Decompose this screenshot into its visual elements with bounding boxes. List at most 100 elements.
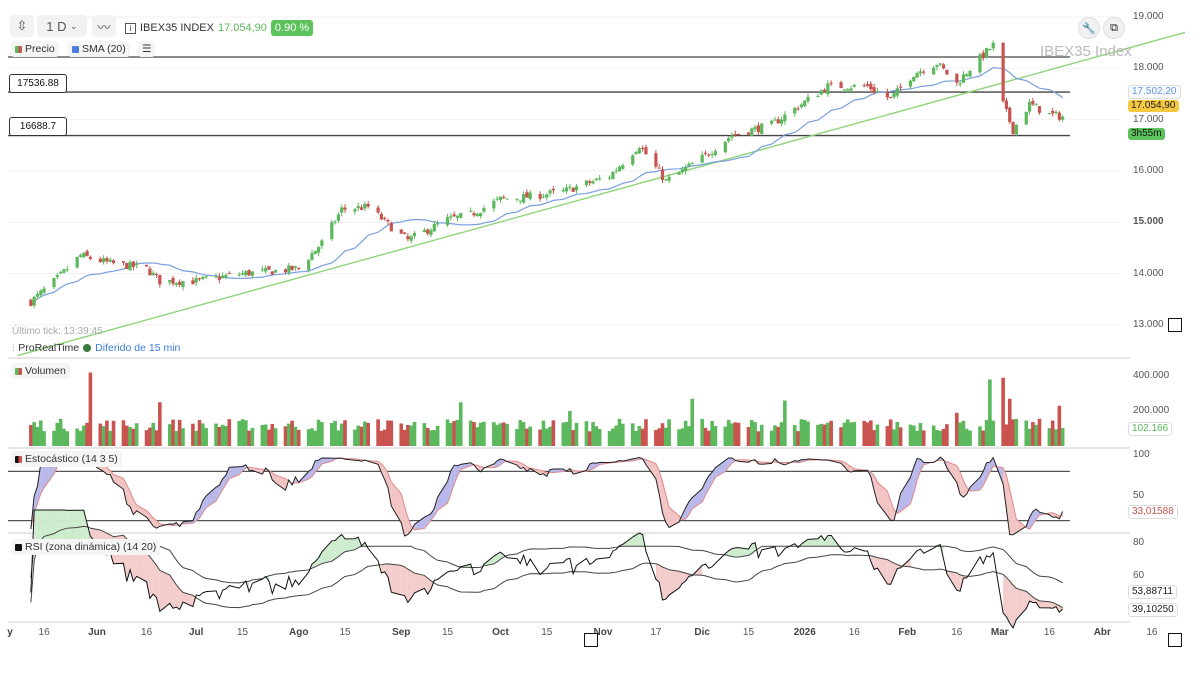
rsi-overbought-fill: [632, 534, 637, 547]
volume-bar: [1054, 429, 1058, 446]
scroll-toggle-button[interactable]: ⇳: [10, 15, 34, 37]
volume-bar: [885, 426, 890, 446]
volume-bar: [81, 425, 86, 446]
volume-bar: [783, 400, 787, 446]
rsi-oversold-fill: [414, 573, 425, 593]
candle: [191, 280, 195, 285]
stochastic-fill: [318, 457, 322, 469]
candle: [505, 198, 509, 200]
candle: [250, 271, 255, 276]
volume-bar: [1057, 405, 1062, 446]
volume-bar: [306, 429, 311, 446]
legend-volume[interactable]: Volumen: [11, 363, 70, 379]
x-axis-tick: Mar: [990, 627, 1009, 638]
x-axis-tick: Jul: [188, 627, 204, 638]
candle: [52, 278, 56, 288]
volume-bar: [802, 419, 807, 446]
volume-bar: [796, 431, 800, 446]
x-axis-tick: Abr: [1093, 627, 1111, 638]
candle: [422, 229, 426, 232]
volume-bar: [571, 430, 576, 446]
candle: [498, 196, 503, 201]
stochastic-tag: 33,01588: [1128, 505, 1178, 519]
settings-button[interactable]: 🔧: [1078, 17, 1100, 39]
rsi-upper-band: [30, 545, 1063, 584]
timeframe-select[interactable]: 1 D ⌄: [37, 15, 87, 37]
candle: [168, 280, 172, 283]
legend-price[interactable]: Precio: [11, 41, 59, 57]
x-axis-tick: 15: [339, 627, 351, 638]
candle: [746, 132, 751, 135]
legend-stochastic[interactable]: Estocástico (14 3 5): [11, 451, 122, 467]
volume-bar: [888, 419, 893, 446]
candle: [614, 170, 618, 172]
legend-sma[interactable]: SMA (20): [68, 41, 130, 57]
candle: [727, 138, 731, 141]
candle: [283, 269, 288, 273]
stochastic-fill: [113, 474, 124, 490]
info-icon[interactable]: i: [125, 22, 136, 34]
volume-bar: [386, 420, 390, 446]
volume-bar: [353, 429, 357, 446]
candle: [197, 278, 202, 280]
candle: [32, 296, 36, 306]
volume-bar: [1011, 419, 1015, 446]
level-label-lower[interactable]: 16688.7: [9, 117, 67, 136]
stochastic-fill: [431, 508, 435, 521]
rsi-overbought-fill: [338, 534, 342, 557]
wrench-icon: 🔧: [1082, 22, 1096, 35]
stochastic-fill: [222, 475, 226, 490]
stochastic-fill: [685, 501, 689, 519]
rsi-overbought-fill: [636, 533, 640, 547]
candle: [260, 269, 264, 271]
timeframe-value: 1 D: [46, 18, 67, 34]
volume-bar: [958, 422, 962, 446]
volume-bar: [217, 426, 222, 446]
candle: [1047, 113, 1052, 115]
checkbox[interactable]: [584, 633, 598, 647]
window-button[interactable]: ⧉: [1103, 17, 1125, 39]
rsi-oversold-fill: [1016, 588, 1027, 620]
volume-bar: [478, 422, 483, 446]
volume-bar: [472, 422, 476, 446]
volume-bar: [667, 419, 671, 446]
candle: [637, 148, 641, 154]
rsi-oversold-fill: [173, 579, 177, 609]
candle: [803, 100, 807, 107]
candle: [941, 64, 946, 69]
volume-bar: [88, 372, 93, 446]
checkbox[interactable]: [1168, 318, 1182, 332]
volume-bar: [505, 423, 509, 446]
price-axis-tick: 15.000: [1133, 216, 1164, 228]
candle: [151, 272, 155, 276]
x-axis-tick: 15: [541, 627, 553, 638]
stochastic-fill: [645, 459, 656, 479]
rsi-axis-tick: 80: [1133, 537, 1145, 548]
candle: [991, 42, 995, 49]
level-label-upper[interactable]: 17536.88: [9, 74, 67, 93]
volume-axis-tick: 200.000: [1133, 405, 1170, 416]
chart-type-button[interactable]: 〰: [92, 15, 116, 37]
stochastic-fill: [219, 478, 223, 496]
rsi-overbought-fill: [321, 540, 332, 564]
rsi-overbought-fill: [821, 535, 825, 547]
candle: [522, 194, 526, 203]
volume-bar: [898, 427, 903, 446]
checkbox[interactable]: [1168, 633, 1182, 647]
indicator-list-button[interactable]: ☰: [138, 41, 156, 57]
rsi-overbought-fill: [824, 535, 828, 547]
volume-bar: [981, 430, 986, 446]
volume-bar: [343, 420, 347, 446]
legend-rsi[interactable]: RSI (zona dinámica) (14 20): [11, 539, 161, 555]
sma-swatch: [72, 45, 79, 53]
volume-bar: [42, 431, 46, 446]
rsi-overbought-fill: [315, 557, 319, 567]
volume-bar: [329, 423, 334, 446]
stochastic-fill: [516, 461, 521, 469]
candle: [412, 232, 417, 237]
x-axis-tick: 16: [1146, 627, 1158, 638]
candle: [35, 293, 40, 297]
candle: [359, 207, 364, 210]
candle: [459, 212, 463, 218]
